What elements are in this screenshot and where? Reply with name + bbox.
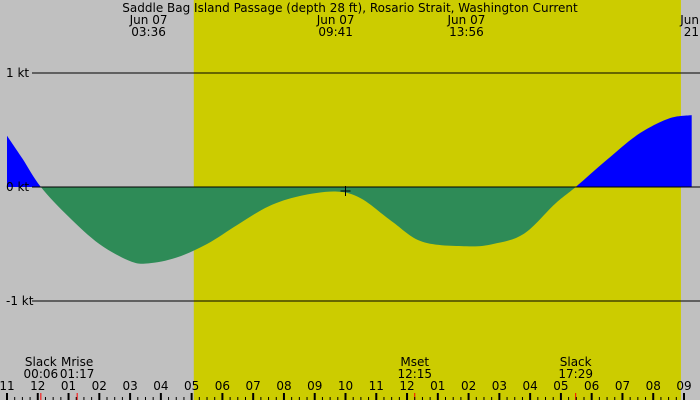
event-time-label: 03:36	[131, 25, 166, 39]
event-time-label: 13:56	[449, 25, 484, 39]
x-tick-label: 05	[553, 379, 568, 393]
x-tick-label: 01	[61, 379, 76, 393]
x-axis-ticks: 11 12 01 02 03 04 05 06 07 08 09 10 11 12 01 02 03 04 05 06…	[0, 379, 692, 400]
event-time-label: 01:17	[60, 367, 95, 381]
x-tick-label: 09	[307, 379, 322, 393]
x-tick-label: 11	[0, 379, 15, 393]
x-tick-label: 08	[276, 379, 291, 393]
event-name-label: Mset	[400, 355, 429, 369]
x-tick-label: 02	[461, 379, 476, 393]
current-area-layer	[7, 115, 692, 264]
event-time-label: 09:41	[318, 25, 353, 39]
event-name-label: Slack	[25, 355, 57, 369]
x-tick-label: 02	[92, 379, 107, 393]
flood-current-area	[7, 115, 692, 187]
event-time-label: 17:29	[558, 367, 593, 381]
y-tick-label: 1 kt	[6, 66, 29, 80]
event-time-label: 21	[684, 25, 699, 39]
x-tick-label: 11	[369, 379, 384, 393]
chart-title: Saddle Bag Island Passage (depth 28 ft),…	[122, 1, 578, 15]
x-tick-label: 10	[338, 379, 353, 393]
x-tick-label: 03	[492, 379, 507, 393]
x-tick-label: 07	[615, 379, 630, 393]
ebb-current-area	[7, 187, 692, 264]
x-tick-label: 07	[246, 379, 261, 393]
event-name-label: Slack	[560, 355, 592, 369]
event-name-label: Mrise	[61, 355, 93, 369]
x-tick-label: 08	[646, 379, 661, 393]
x-tick-label: 05	[184, 379, 199, 393]
x-tick-label: 03	[122, 379, 137, 393]
x-tick-label: 04	[522, 379, 537, 393]
event-date-label: Jun	[679, 13, 699, 27]
current-time-marker	[340, 186, 351, 196]
x-tick-label: 06	[584, 379, 599, 393]
x-tick-label: 12	[30, 379, 45, 393]
event-date-label: Jun 07	[316, 13, 355, 27]
event-time-label: 00:06	[24, 367, 59, 381]
event-date-label: Jun 07	[129, 13, 168, 27]
y-tick-label: -1 kt	[6, 294, 34, 308]
x-tick-label: 04	[153, 379, 168, 393]
event-date-label: Jun 07	[447, 13, 486, 27]
x-tick-label: 09	[676, 379, 691, 393]
x-tick-label: 01	[430, 379, 445, 393]
x-tick-label: 06	[215, 379, 230, 393]
gridline-layer: 1 kt 0 kt -1 kt	[6, 66, 700, 308]
y-tick-label: 0 kt	[6, 180, 29, 194]
x-tick-label: 12	[399, 379, 414, 393]
event-time-label: 12:15	[397, 367, 432, 381]
